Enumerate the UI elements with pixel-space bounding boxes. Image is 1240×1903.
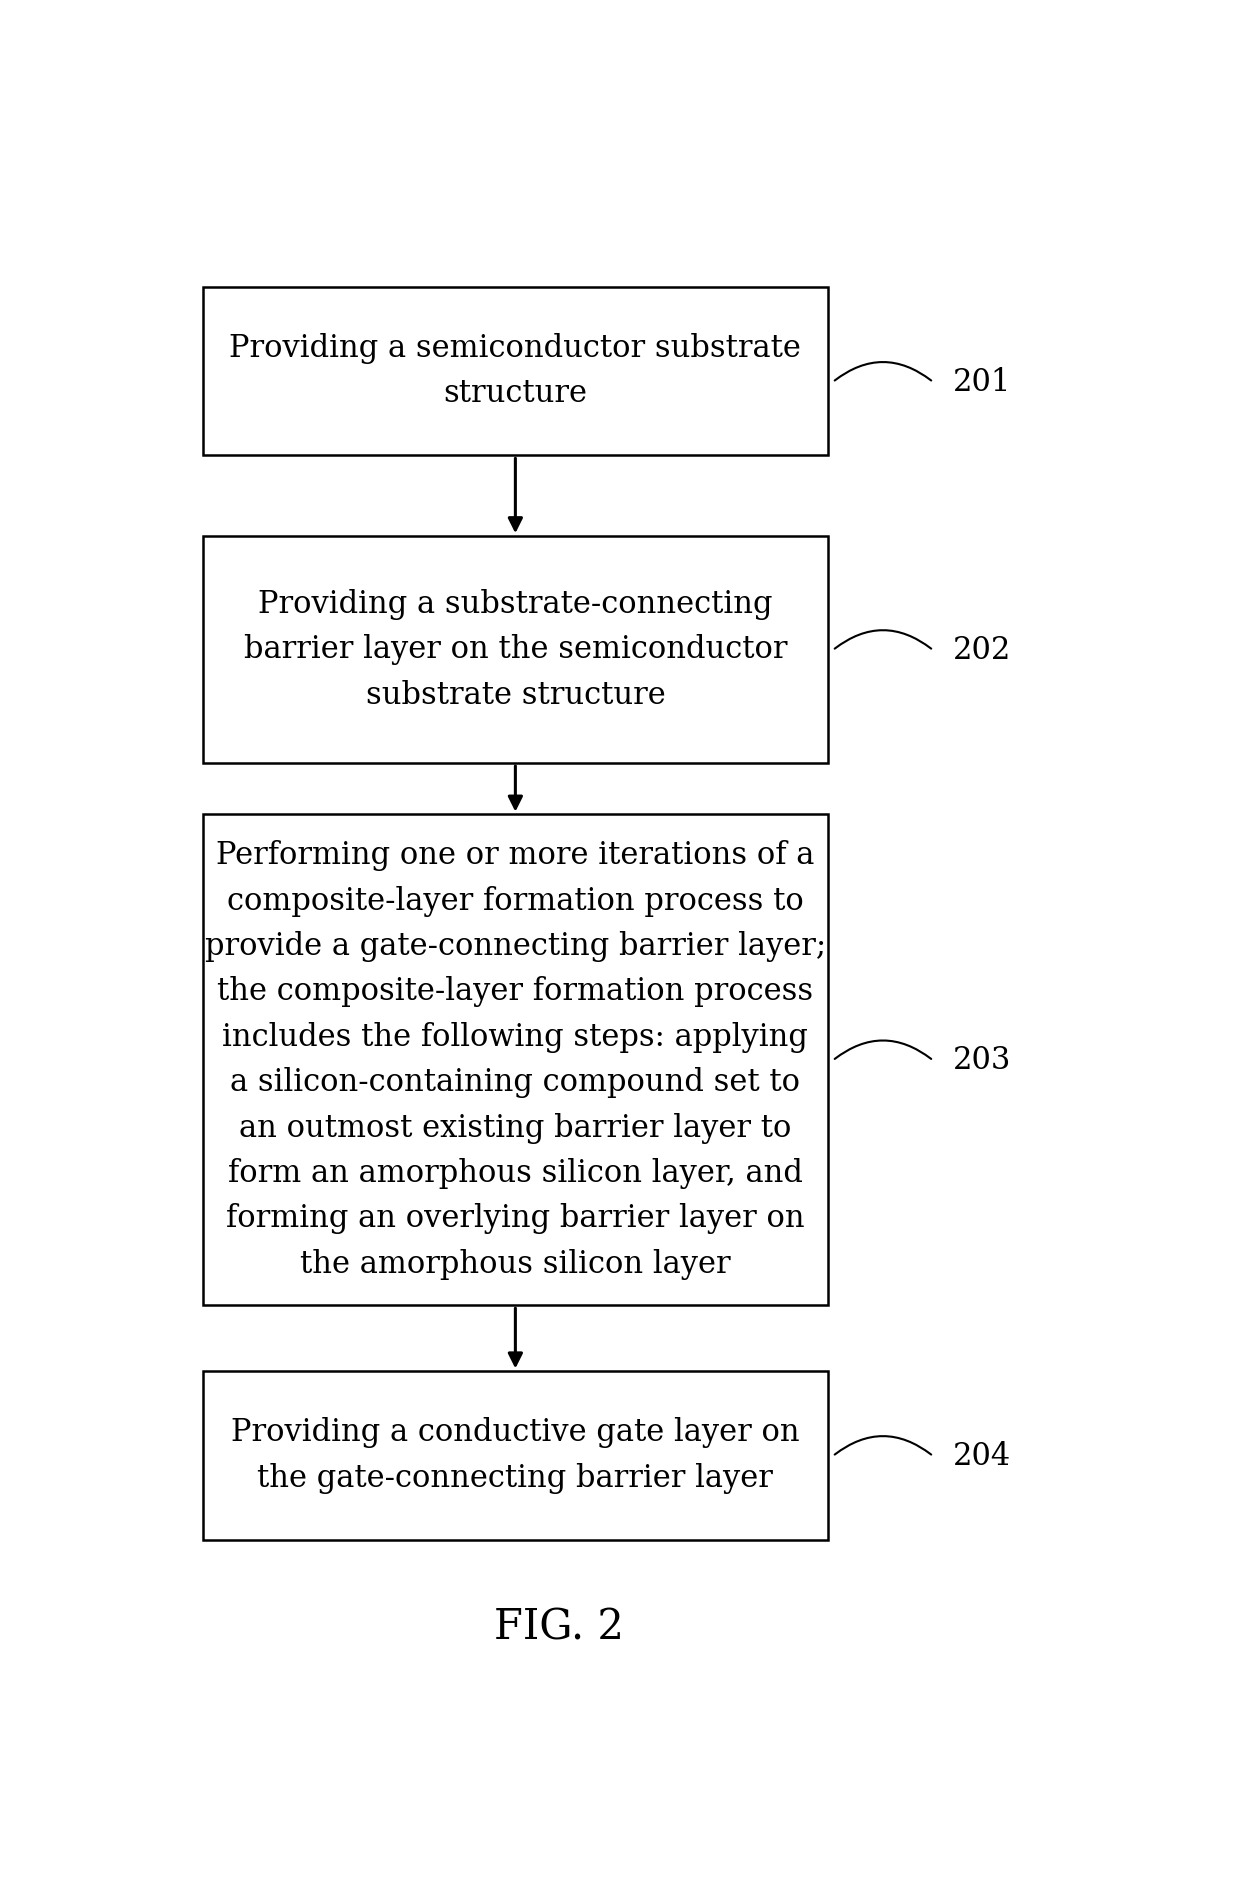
Text: 203: 203 [952, 1045, 1011, 1077]
Text: 201: 201 [952, 367, 1011, 398]
Text: 204: 204 [952, 1441, 1011, 1471]
Text: Providing a semiconductor substrate
structure: Providing a semiconductor substrate stru… [229, 333, 801, 409]
Bar [203, 287, 828, 455]
Bar [203, 537, 828, 763]
Text: Providing a substrate-connecting
barrier layer on the semiconductor
substrate st: Providing a substrate-connecting barrier… [243, 588, 787, 710]
Text: Providing a conductive gate layer on
the gate-connecting barrier layer: Providing a conductive gate layer on the… [231, 1418, 800, 1494]
Text: FIG. 2: FIG. 2 [494, 1606, 624, 1648]
Text: Performing one or more iterations of a
composite-layer formation process to
prov: Performing one or more iterations of a c… [205, 839, 826, 1279]
Text: 202: 202 [952, 636, 1011, 666]
Bar [203, 1372, 828, 1540]
Bar [203, 814, 828, 1305]
